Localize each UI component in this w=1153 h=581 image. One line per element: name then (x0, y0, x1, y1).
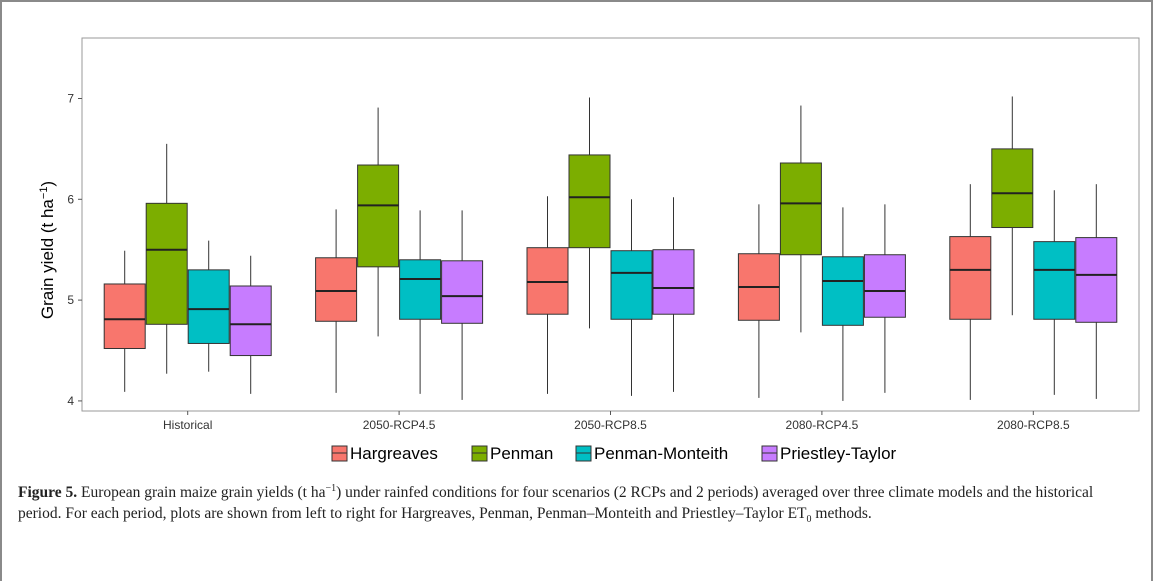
box-body (357, 164, 400, 268)
caption-sub-1: 0 (806, 514, 812, 526)
plot-area: 4 5 6 7 Historical 2050-RCP4.5 2050-RCP8.5 2080… (67, 37, 1140, 432)
legend-label: Hargreaves (350, 444, 438, 463)
box-body (779, 162, 822, 256)
box-body (441, 260, 484, 324)
box-body (821, 256, 864, 326)
caption-text-3: methods. (811, 505, 872, 523)
y-tick-label: 4 (67, 394, 74, 408)
box-body (315, 257, 358, 322)
box-body (610, 250, 653, 320)
legend-label: Penman-Monteith (594, 444, 728, 463)
box-body (399, 259, 442, 320)
x-tick-label: 2050-RCP4.5 (363, 418, 436, 432)
box-body (1033, 241, 1076, 320)
y-tick-label: 5 (67, 293, 74, 307)
box-body (1075, 237, 1118, 323)
box-body (187, 269, 230, 344)
y-axis-title: Grain yield (t ha−1) (38, 181, 57, 319)
legend-label: Penman (490, 444, 553, 463)
box-body (103, 283, 146, 349)
legend-label: Priestley-Taylor (780, 444, 897, 463)
x-tick-label: Historical (163, 418, 212, 432)
box-body (145, 202, 188, 325)
caption-text-1: European grain maize grain yields (t ha (77, 484, 326, 502)
legend: Hargreaves Penman Penman-Monteith Priestley… (331, 444, 897, 463)
caption-label: Figure 5. (18, 484, 78, 502)
caption-text-2: ) under rainfed conditions for four scen… (18, 484, 1094, 523)
x-tick-label: 2080-RCP4.5 (786, 418, 859, 432)
y-axis-title-text: Grain yield (t ha (38, 199, 57, 320)
x-tick-label: 2050-RCP8.5 (574, 418, 647, 432)
caption-sup-1: −1 (325, 483, 337, 494)
y-axis-title-sup: −1 (38, 187, 50, 200)
box-body (568, 154, 611, 249)
y-tick-label: 7 (67, 91, 74, 105)
box-body (229, 285, 272, 357)
box-body (949, 236, 992, 320)
x-tick-label: 2080-RCP8.5 (997, 418, 1070, 432)
y-tick-label: 6 (67, 192, 74, 206)
y-axis-title-close: ) (38, 181, 57, 187)
box-body (863, 254, 906, 318)
box-body (526, 247, 569, 315)
figure-caption: Figure 5. European grain maize grain yie… (18, 478, 1138, 530)
box-body (991, 148, 1034, 229)
box-body (652, 249, 695, 315)
